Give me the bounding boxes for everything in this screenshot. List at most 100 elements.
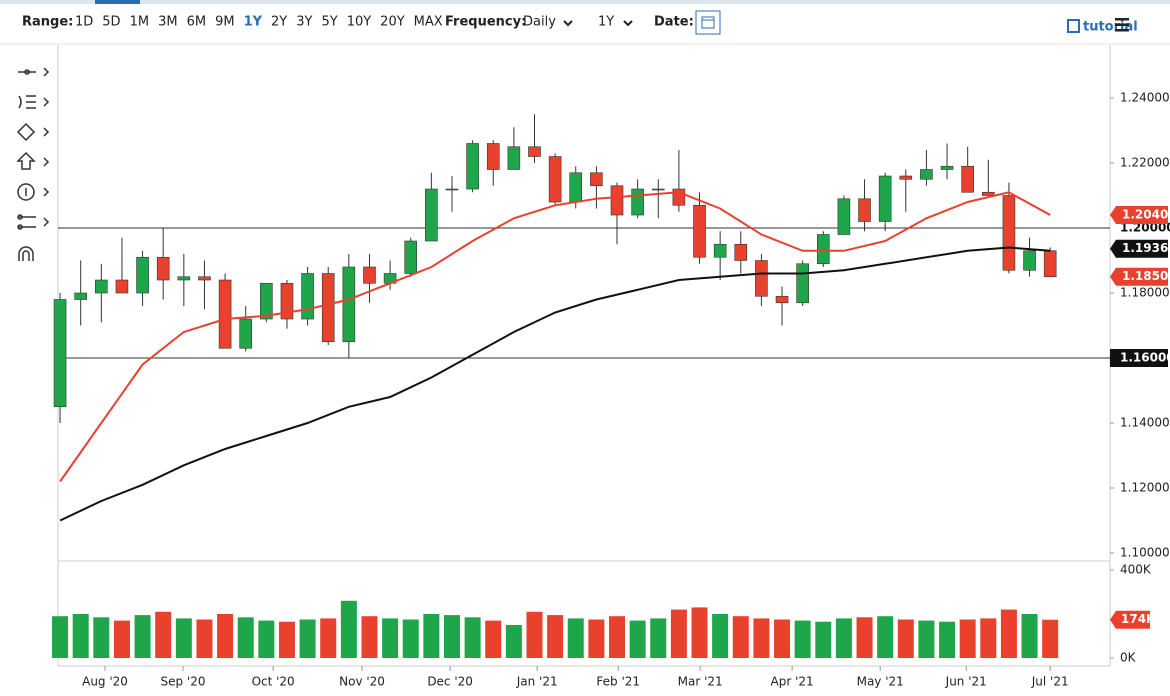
tutorial-link[interactable]: tutorial <box>1083 20 1138 35</box>
y-tick-label: 1.24000 <box>1120 91 1170 105</box>
volume-bar <box>629 620 646 658</box>
candle-body <box>961 165 974 193</box>
chevron <box>623 20 633 27</box>
range-option[interactable]: 1D <box>75 15 93 30</box>
candle-body <box>755 260 768 297</box>
x-tick-label: May '21 <box>857 675 904 689</box>
range-option[interactable]: 9M <box>215 15 235 30</box>
y-tick-label: 400K <box>1120 563 1152 577</box>
candle-body <box>507 146 521 170</box>
candle-body <box>363 266 376 284</box>
candle-body <box>156 256 170 281</box>
candle-body <box>342 266 356 343</box>
candle-body <box>239 318 253 349</box>
x-tick-label: Jul '21 <box>1031 675 1069 689</box>
volume-bar <box>278 621 295 658</box>
volume-bar <box>650 618 667 658</box>
range-option[interactable]: 3Y <box>296 15 312 30</box>
tool-magnet[interactable] <box>18 246 34 261</box>
period-select[interactable]: 1Y <box>598 15 614 30</box>
volume-tag-label: 174K <box>1121 612 1156 626</box>
candle-body <box>981 191 995 196</box>
level-label: 1.20000 <box>1120 221 1170 235</box>
volume-bar <box>1042 619 1059 658</box>
y-tick-label: 1.18000 <box>1120 286 1170 300</box>
x-tick-label: Sep '20 <box>161 675 206 689</box>
candle-body <box>95 279 108 294</box>
x-tick-label: Feb '21 <box>596 675 640 689</box>
candle-body <box>816 234 830 265</box>
date-label: Date: <box>654 15 694 30</box>
candle-body <box>1043 250 1057 278</box>
menu-button[interactable] <box>1115 18 1129 32</box>
volume-bar <box>794 620 811 658</box>
x-tick-label: Apr '21 <box>771 675 814 689</box>
tool-arrow[interactable] <box>16 151 50 170</box>
menu-bar <box>1115 29 1129 32</box>
candle-body <box>713 243 727 258</box>
range-group: 1D 5D 1M 3M 6M 9M 1Y 2Y 3Y 5Y 10Y 20Y MAX <box>75 15 443 30</box>
volume-bar <box>299 619 316 658</box>
tool-annotation[interactable] <box>17 183 50 201</box>
candle-body <box>445 188 459 191</box>
volume-bar <box>155 611 172 658</box>
candle-body <box>1023 250 1036 271</box>
candle-body <box>198 276 211 281</box>
price-tag-label: 1.19363 <box>1122 241 1170 255</box>
volume-bar <box>939 621 956 658</box>
range-option[interactable]: MAX <box>414 15 443 30</box>
candle-body <box>466 143 479 190</box>
volume-bar <box>691 607 708 658</box>
tool-fib[interactable] <box>18 95 50 109</box>
volume-bar <box>980 618 997 658</box>
y-tick-label: 1.22000 <box>1120 156 1170 170</box>
tool-line[interactable] <box>18 67 50 77</box>
candle-body <box>218 279 232 349</box>
top-strip <box>0 0 1170 4</box>
range-option[interactable]: 2Y <box>271 15 287 30</box>
x-tick-label: Dec '20 <box>427 675 473 689</box>
range-option[interactable]: 6M <box>187 15 207 30</box>
volume-bar <box>897 619 914 658</box>
x-tick-label: Jan '21 <box>516 675 558 689</box>
tab <box>95 0 140 4</box>
volume-bar <box>588 619 605 658</box>
range-option[interactable]: 10Y <box>347 15 372 30</box>
volume-bar <box>258 620 275 658</box>
candle-body <box>796 263 809 304</box>
range-option[interactable]: 5D <box>102 15 120 30</box>
volume-bar <box>670 609 687 658</box>
volume-bar <box>464 617 481 658</box>
volume-bar <box>815 621 832 658</box>
volume-bar <box>361 616 378 658</box>
range-option[interactable]: 1M <box>130 15 150 30</box>
candle-body <box>321 273 335 343</box>
volume-bar <box>52 616 69 658</box>
volume-bar <box>1021 614 1038 658</box>
range-option[interactable]: 5Y <box>321 15 337 30</box>
volume-bar <box>320 618 337 658</box>
x-tick-label: Nov '20 <box>339 675 385 689</box>
candle-body <box>837 198 851 235</box>
price-tag-label: 1.18502 <box>1122 269 1170 283</box>
volume-bar <box>609 616 626 658</box>
volume-bar <box>547 615 564 658</box>
volume-bar <box>340 600 357 658</box>
candle-body <box>301 273 314 320</box>
candle-body <box>404 240 418 274</box>
range-option[interactable]: 1Y <box>244 15 263 30</box>
range-option[interactable]: 20Y <box>380 15 405 30</box>
volume-bar <box>423 614 440 658</box>
volume-bar <box>237 617 254 658</box>
range-option[interactable]: 3M <box>158 15 178 30</box>
candle-body <box>734 243 748 261</box>
candle-body <box>920 169 933 180</box>
calendar-icon <box>701 16 715 29</box>
candle-body <box>260 282 273 320</box>
volume-bar <box>567 618 584 658</box>
tool-measure[interactable] <box>17 214 50 230</box>
frequency-select[interactable]: Daily <box>523 15 556 30</box>
calendar-button[interactable] <box>695 10 721 35</box>
tool-shape[interactable] <box>16 122 50 142</box>
candle-body <box>899 175 913 180</box>
